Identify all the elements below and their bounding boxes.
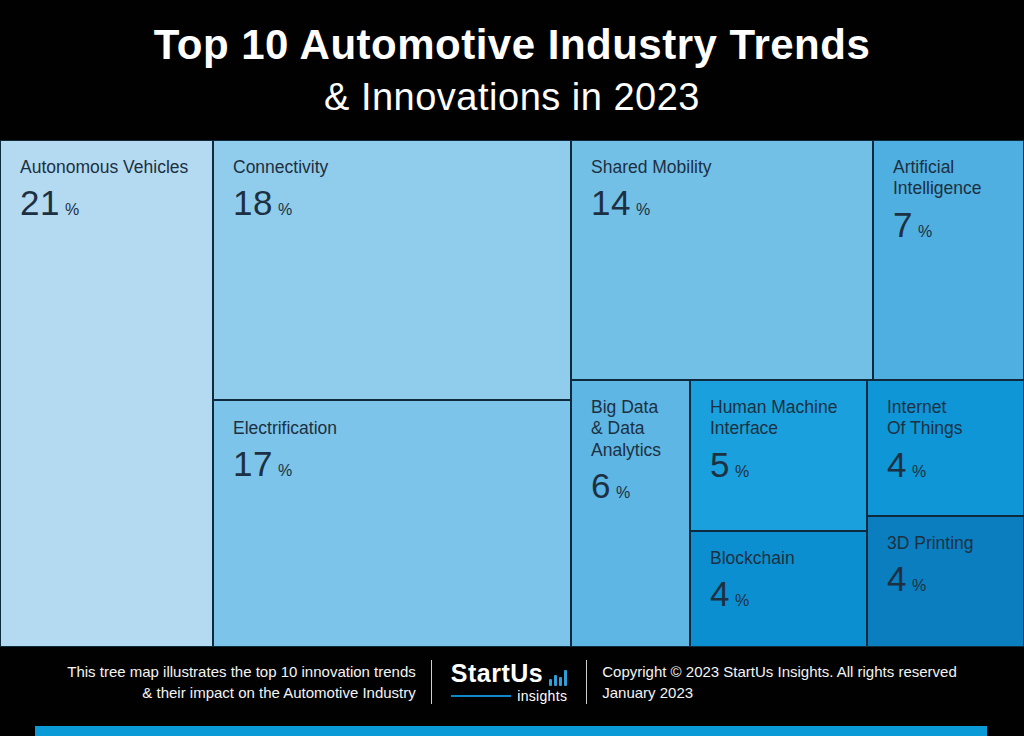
percent-sign: % bbox=[912, 577, 926, 594]
footer-row: This tree map illustrates the top 10 inn… bbox=[0, 660, 1024, 704]
cell-label: Connectivity bbox=[233, 157, 570, 178]
treemap-chart: Autonomous Vehicles 21% Connectivity 18%… bbox=[0, 140, 1024, 647]
logo-top: StartUs bbox=[451, 661, 567, 686]
percent-sign: % bbox=[278, 201, 292, 218]
treemap-cell-shared-mobility: Shared Mobility 14% bbox=[571, 140, 873, 380]
page-title: Top 10 Automotive Industry Trends bbox=[154, 22, 871, 68]
logo-bottom: insights bbox=[451, 689, 567, 703]
percent-sign: % bbox=[912, 463, 926, 480]
cell-label: Internet Of Things bbox=[887, 397, 1023, 440]
logo-wordmark: StartUs bbox=[451, 661, 543, 686]
cell-value: 4% bbox=[887, 559, 1023, 599]
bottom-accent-bar bbox=[35, 726, 987, 736]
cell-label: Human Machine Interface bbox=[710, 397, 866, 440]
cell-value: 5% bbox=[710, 445, 866, 485]
cell-value-number: 4 bbox=[710, 574, 730, 613]
percent-sign: % bbox=[278, 462, 292, 479]
cell-value-number: 6 bbox=[591, 466, 611, 505]
logo-underline bbox=[451, 695, 512, 698]
treemap-cell-internet-of-things: Internet Of Things 4% bbox=[867, 380, 1024, 516]
percent-sign: % bbox=[636, 201, 650, 218]
percent-sign: % bbox=[735, 463, 749, 480]
cell-label: Autonomous Vehicles bbox=[20, 157, 212, 178]
cell-label: Electrification bbox=[233, 418, 570, 439]
cell-value-number: 21 bbox=[20, 183, 60, 222]
treemap-cell-big-data-analytics: Big Data & Data Analytics 6% bbox=[571, 380, 690, 647]
logo-subtitle: insights bbox=[517, 689, 567, 703]
cell-value: 6% bbox=[591, 466, 689, 506]
bar-chart-icon bbox=[547, 670, 567, 686]
footer-divider-left bbox=[431, 660, 432, 704]
percent-sign: % bbox=[918, 223, 932, 240]
page-subtitle: & Innovations in 2023 bbox=[324, 77, 700, 119]
treemap-cell-connectivity: Connectivity 18% bbox=[213, 140, 571, 400]
treemap-cell-autonomous-vehicles: Autonomous Vehicles 21% bbox=[0, 140, 213, 647]
cell-value: 7% bbox=[893, 205, 1023, 245]
cell-value-number: 7 bbox=[893, 205, 913, 244]
treemap-cell-electrification: Electrification 17% bbox=[213, 400, 571, 647]
cell-label: Big Data & Data Analytics bbox=[591, 397, 689, 461]
percent-sign: % bbox=[65, 201, 79, 218]
treemap-cell-3d-printing: 3D Printing 4% bbox=[867, 516, 1024, 647]
footer-divider-right bbox=[586, 660, 587, 704]
footer-note: This tree map illustrates the top 10 inn… bbox=[67, 661, 416, 703]
cell-value: 21% bbox=[20, 183, 212, 223]
cell-label: 3D Printing bbox=[887, 533, 1023, 554]
cell-value-number: 4 bbox=[887, 445, 907, 484]
footer: This tree map illustrates the top 10 inn… bbox=[0, 647, 1024, 736]
cell-label: Blockchain bbox=[710, 548, 866, 569]
cell-value-number: 5 bbox=[710, 445, 730, 484]
cell-value-number: 14 bbox=[591, 183, 631, 222]
startus-insights-logo: StartUs insights bbox=[451, 661, 567, 703]
cell-value-number: 17 bbox=[233, 444, 273, 483]
treemap-cell-human-machine-interface: Human Machine Interface 5% bbox=[690, 380, 867, 531]
footer-copyright: Copyright © 2023 StartUs Insights. All r… bbox=[602, 661, 957, 703]
cell-value: 14% bbox=[591, 183, 872, 223]
cell-label: Artificial Intelligence bbox=[893, 157, 1023, 200]
percent-sign: % bbox=[735, 592, 749, 609]
cell-value-number: 18 bbox=[233, 183, 273, 222]
cell-value: 18% bbox=[233, 183, 570, 223]
cell-label: Shared Mobility bbox=[591, 157, 872, 178]
treemap-cell-blockchain: Blockchain 4% bbox=[690, 531, 867, 647]
cell-value-number: 4 bbox=[887, 559, 907, 598]
cell-value: 4% bbox=[710, 574, 866, 614]
percent-sign: % bbox=[616, 484, 630, 501]
cell-value: 17% bbox=[233, 444, 570, 484]
header: Top 10 Automotive Industry Trends & Inno… bbox=[0, 0, 1024, 140]
treemap-cell-artificial-intelligence: Artificial Intelligence 7% bbox=[873, 140, 1024, 380]
cell-value: 4% bbox=[887, 445, 1023, 485]
